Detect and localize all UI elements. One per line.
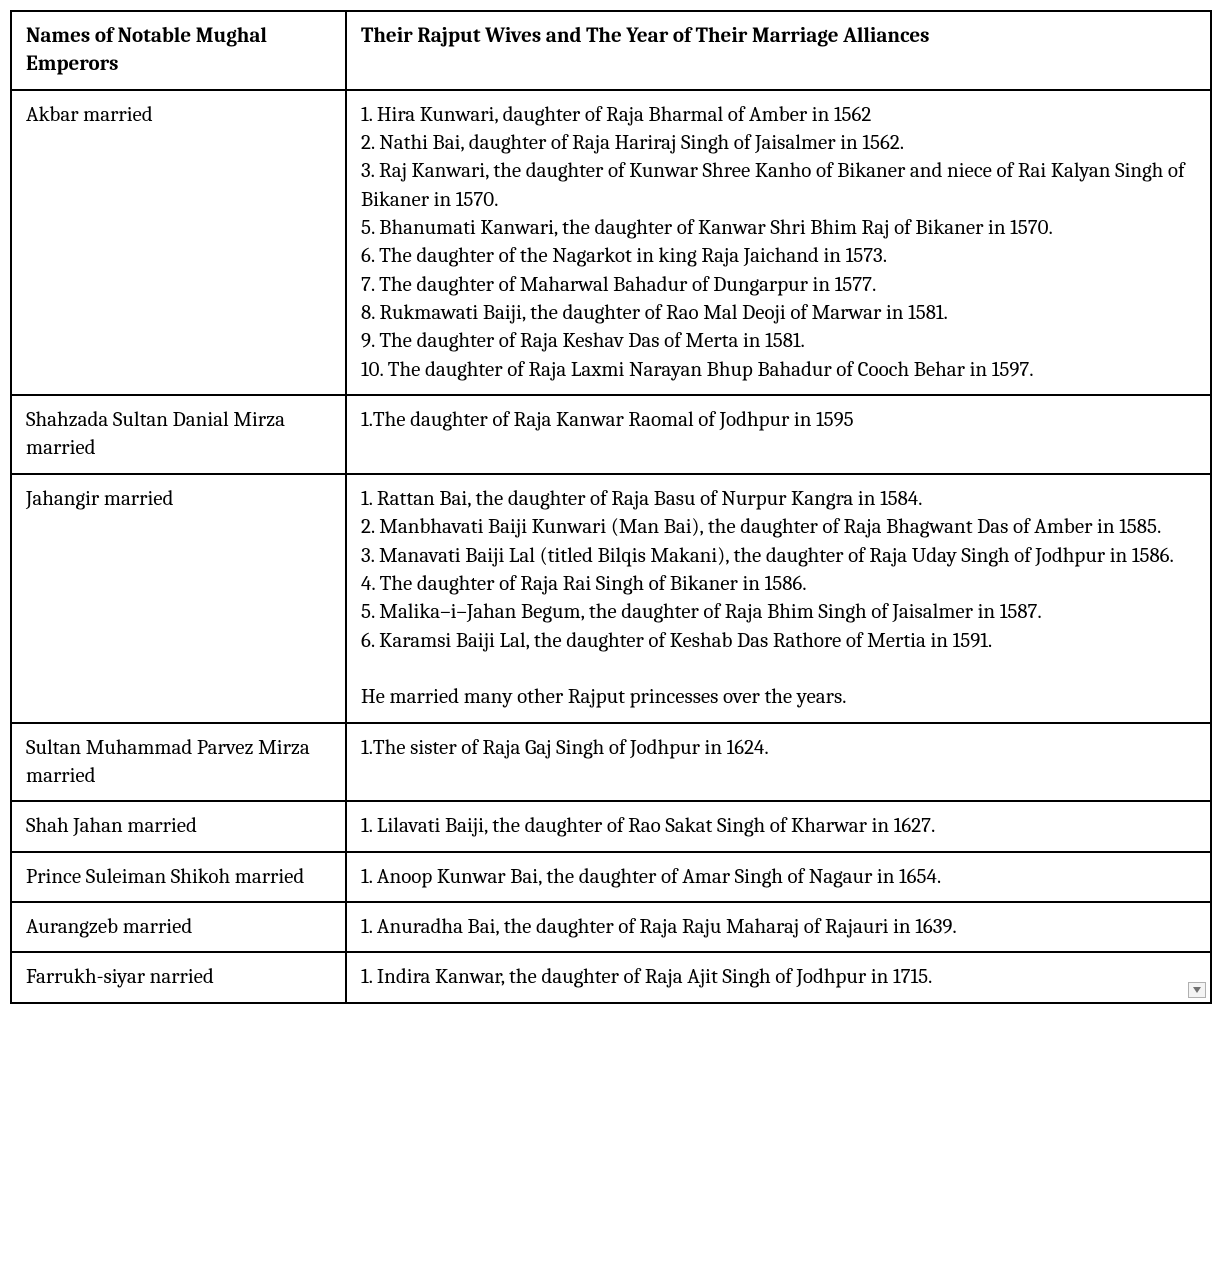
- wives-cell: 1. Anoop Kunwar Bai, the daughter of Ama…: [346, 852, 1211, 902]
- table-row: Prince Suleiman Shikoh married 1. Anoop K…: [11, 852, 1211, 902]
- wives-cell: 1. Anuradha Bai, the daughter of Raja Ra…: [346, 902, 1211, 952]
- emperor-cell: Shah Jahan married: [11, 801, 346, 851]
- dropdown-icon[interactable]: [1188, 982, 1206, 998]
- emperor-cell: Shahzada Sultan Danial Mirza married: [11, 395, 346, 474]
- wife-entry: 3. Raj Kanwari, the daughter of Kunwar S…: [361, 157, 1196, 214]
- header-emperors: Names of Notable Mughal Emperors: [11, 11, 346, 90]
- emperor-cell: Akbar married: [11, 90, 346, 395]
- wife-entry: 3. Manavati Baiji Lal (titled Bilqis Mak…: [361, 542, 1196, 570]
- mughal-rajput-marriages-table: Names of Notable Mughal Emperors Their R…: [10, 10, 1212, 1004]
- wives-cell: 1.The sister of Raja Gaj Singh of Jodhpu…: [346, 723, 1211, 802]
- emperor-cell: Sultan Muhammad Parvez Mirza married: [11, 723, 346, 802]
- wife-entry: 2. Nathi Bai, daughter of Raja Hariraj S…: [361, 129, 1196, 157]
- wife-entry: 4. The daughter of Raja Rai Singh of Bik…: [361, 570, 1196, 598]
- table-row: Sultan Muhammad Parvez Mirza married 1.Th…: [11, 723, 1211, 802]
- wife-entry: 10. The daughter of Raja Laxmi Narayan B…: [361, 356, 1196, 384]
- wife-entry: 1. Indira Kanwar, the daughter of Raja A…: [361, 963, 1196, 991]
- extra-note: He married many other Rajput princesses …: [361, 683, 1196, 711]
- table-row: Akbar married 1. Hira Kunwari, daughter o…: [11, 90, 1211, 395]
- table-body: Akbar married 1. Hira Kunwari, daughter o…: [11, 90, 1211, 1003]
- wife-entry: 1.The daughter of Raja Kanwar Raomal of …: [361, 406, 1196, 434]
- table-row: Jahangir married 1. Rattan Bai, the daugh…: [11, 474, 1211, 723]
- wife-entry: 8. Rukmawati Baiji, the daughter of Rao …: [361, 299, 1196, 327]
- wife-entry: 1.The sister of Raja Gaj Singh of Jodhpu…: [361, 734, 1196, 762]
- wife-entry: 1. Hira Kunwari, daughter of Raja Bharma…: [361, 101, 1196, 129]
- wives-cell: 1. Lilavati Baiji, the daughter of Rao S…: [346, 801, 1211, 851]
- table-row: Shah Jahan married 1. Lilavati Baiji, the…: [11, 801, 1211, 851]
- wife-entry: 5. Bhanumati Kanwari, the daughter of Ka…: [361, 214, 1196, 242]
- table-row: Shahzada Sultan Danial Mirza married 1.Th…: [11, 395, 1211, 474]
- header-wives: Their Rajput Wives and The Year of Their…: [346, 11, 1211, 90]
- wife-entry: 1. Anuradha Bai, the daughter of Raja Ra…: [361, 913, 1196, 941]
- wife-entry: 9. The daughter of Raja Keshav Das of Me…: [361, 327, 1196, 355]
- wives-cell: 1.The daughter of Raja Kanwar Raomal of …: [346, 395, 1211, 474]
- wife-entry: 7. The daughter of Maharwal Bahadur of D…: [361, 271, 1196, 299]
- table-header-row: Names of Notable Mughal Emperors Their R…: [11, 11, 1211, 90]
- table-row: Farrukh-siyar narried 1. Indira Kanwar, t…: [11, 952, 1211, 1002]
- wife-entry: 6. The daughter of the Nagarkot in king …: [361, 242, 1196, 270]
- wife-entry: 5. Malika–i–Jahan Begum, the daughter of…: [361, 598, 1196, 626]
- wives-cell: 1. Hira Kunwari, daughter of Raja Bharma…: [346, 90, 1211, 395]
- wife-entry: 1. Lilavati Baiji, the daughter of Rao S…: [361, 812, 1196, 840]
- emperor-cell: Farrukh-siyar narried: [11, 952, 346, 1002]
- emperor-cell: Jahangir married: [11, 474, 346, 723]
- table-row: Aurangzeb married 1. Anuradha Bai, the da…: [11, 902, 1211, 952]
- wives-cell: 1. Indira Kanwar, the daughter of Raja A…: [346, 952, 1211, 1002]
- wives-cell: 1. Rattan Bai, the daughter of Raja Basu…: [346, 474, 1211, 723]
- wife-entry: 6. Karamsi Baiji Lal, the daughter of Ke…: [361, 627, 1196, 655]
- wife-entry: 2. Manbhavati Baiji Kunwari (Man Bai), t…: [361, 513, 1196, 541]
- emperor-cell: Prince Suleiman Shikoh married: [11, 852, 346, 902]
- wife-entry: 1. Anoop Kunwar Bai, the daughter of Ama…: [361, 863, 1196, 891]
- emperor-cell: Aurangzeb married: [11, 902, 346, 952]
- wife-entry: 1. Rattan Bai, the daughter of Raja Basu…: [361, 485, 1196, 513]
